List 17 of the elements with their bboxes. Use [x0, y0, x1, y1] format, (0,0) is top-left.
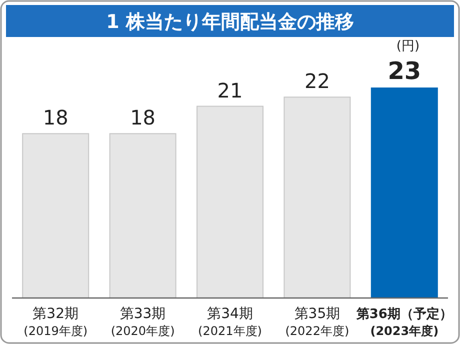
data-label: 23: [388, 57, 422, 85]
bar: [284, 96, 351, 298]
x-tick-label: 第32期 (2019年度): [24, 306, 88, 338]
chart-title: 1 株当たり年間配当金の推移: [106, 11, 354, 33]
data-label: 18: [42, 106, 68, 130]
x-tick-label: 第33期 (2020年度): [110, 306, 175, 338]
data-label: 18: [130, 106, 156, 130]
x-tick-label: 第36期（予定） (2023年度): [355, 306, 452, 338]
data-label: 22: [304, 69, 330, 94]
bar: [22, 133, 90, 298]
y-axis-title: (円): [396, 39, 420, 54]
x-tick-label: 第34期 (2021年度): [198, 306, 262, 338]
data-label: 21: [217, 78, 243, 102]
bar: [370, 88, 438, 298]
bar: [196, 106, 264, 298]
x-tick-label: 第35期 (2022年度): [285, 306, 350, 338]
bar: [109, 133, 176, 298]
